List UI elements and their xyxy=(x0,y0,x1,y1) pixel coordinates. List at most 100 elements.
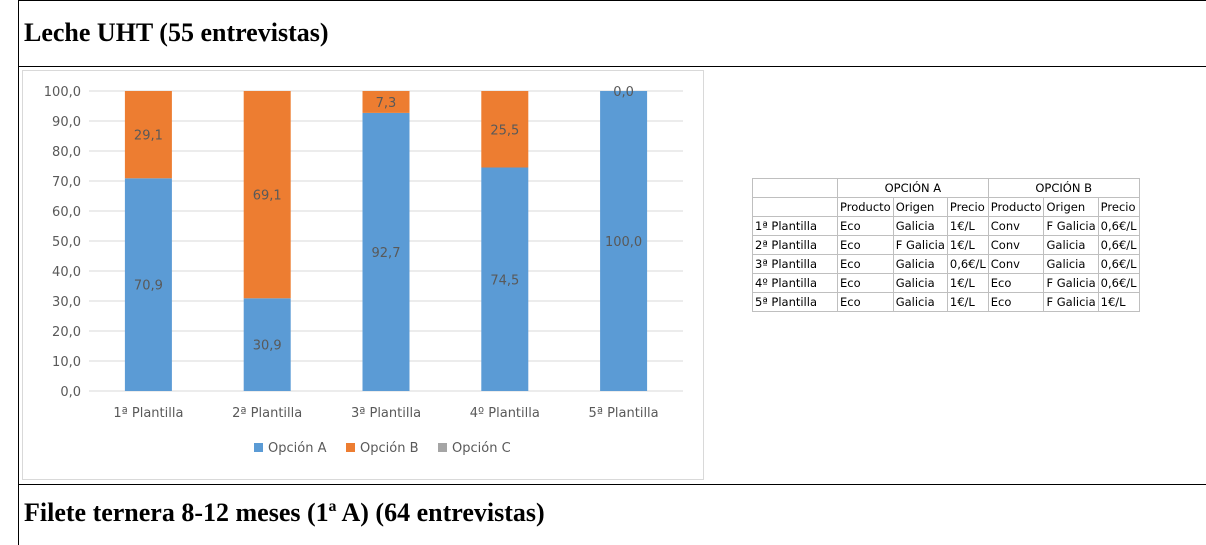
table-row: 1ª Plantilla Eco Galicia 1€/L Conv F Gal… xyxy=(752,216,1140,236)
table-cell: 1ª Plantilla xyxy=(752,216,838,236)
y-tick-label: 70,0 xyxy=(52,175,81,190)
table-cell: Eco xyxy=(837,254,894,274)
data-label: 100,0 xyxy=(605,235,642,250)
section-rule xyxy=(18,484,1206,485)
table-cell: Eco xyxy=(837,273,894,293)
x-tick-label: 2ª Plantilla xyxy=(232,406,302,421)
table-header-cell: Producto xyxy=(987,197,1045,217)
table-cell: Eco xyxy=(837,235,894,255)
table-cell: Eco xyxy=(837,216,894,236)
table-row: 2ª Plantilla Eco F Galicia 1€/L Conv Gal… xyxy=(752,235,1140,255)
legend-swatch xyxy=(254,443,263,452)
y-tick-label: 50,0 xyxy=(52,235,81,250)
legend-label: Opción B xyxy=(360,441,419,456)
table-cell: Conv xyxy=(987,235,1045,255)
bar-segment xyxy=(124,178,172,391)
heading-rule xyxy=(18,66,1206,67)
data-label: 29,1 xyxy=(134,129,163,144)
group-header-opcion-b: OPCIÓN B xyxy=(987,178,1140,198)
bar-segment xyxy=(600,91,648,391)
y-tick-label: 40,0 xyxy=(52,265,81,280)
table-row: 4º Plantilla Eco Galicia 1€/L Eco F Gali… xyxy=(752,273,1140,293)
chart-container: 0,0 10,0 20,0 30,0 40,0 50,0 60,0 70,0 80,0 90,0 1… xyxy=(22,70,704,480)
table-cell: 0,6€/L xyxy=(1097,216,1140,236)
data-label: 74,5 xyxy=(490,273,519,288)
table-cell: 1€/L xyxy=(1097,292,1140,312)
stacked-bar-chart: 0,0 10,0 20,0 30,0 40,0 50,0 60,0 70,0 80,0 90,0 1… xyxy=(44,85,683,456)
y-tick-label: 20,0 xyxy=(52,325,81,340)
table-cell: Galicia xyxy=(1043,254,1099,274)
table-cell: 2ª Plantilla xyxy=(752,235,838,255)
bar-segment xyxy=(481,91,529,168)
bar-segment xyxy=(243,298,291,391)
table-header-cell: Precio xyxy=(1097,197,1140,217)
table-cell: Eco xyxy=(837,292,894,312)
bar-segment xyxy=(481,167,529,391)
data-label: 30,9 xyxy=(253,339,282,354)
document-frame xyxy=(18,0,1206,545)
data-label: 7,3 xyxy=(376,96,397,111)
bar-segment xyxy=(243,91,291,299)
bar-segment xyxy=(124,91,172,179)
table-cell: F Galicia xyxy=(1043,216,1099,236)
data-label: 69,1 xyxy=(253,189,282,204)
table-row: 3ª Plantilla Eco Galicia 0,6€/L Conv Gal… xyxy=(752,254,1140,274)
table-cell: Galicia xyxy=(892,273,948,293)
data-label: 92,7 xyxy=(372,246,401,261)
x-tick-label: 4º Plantilla xyxy=(470,406,540,421)
y-tick-label: 30,0 xyxy=(52,295,81,310)
x-tick-label: 3ª Plantilla xyxy=(351,406,421,421)
table-header-cell: Producto xyxy=(837,197,894,217)
data-label: 0,0 xyxy=(613,85,634,100)
table-cell: Conv xyxy=(987,254,1045,274)
table-header-cell: Origen xyxy=(892,197,948,217)
table-cell: 1€/L xyxy=(946,235,989,255)
top-rule xyxy=(18,0,1206,1)
data-label: 70,9 xyxy=(134,279,163,294)
table-cell: Galicia xyxy=(892,254,948,274)
table-row: 5ª Plantilla Eco Galicia 1€/L Eco F Gali… xyxy=(752,292,1140,312)
table-cell: 0,6€/L xyxy=(946,254,989,274)
table-cell: 0,6€/L xyxy=(1097,254,1140,274)
table-cell: 0,6€/L xyxy=(1097,273,1140,293)
table-cell: 1€/L xyxy=(946,273,989,293)
y-tick-label: 80,0 xyxy=(52,145,81,160)
table-cell: F Galicia xyxy=(1043,292,1099,312)
section-heading-filete: Filete ternera 8-12 meses (1ª A) (64 ent… xyxy=(24,498,545,527)
legend-label: Opción A xyxy=(268,441,327,456)
table-sub-header-row: Producto Origen Precio Producto Origen P… xyxy=(752,197,1140,217)
table-cell: 1€/L xyxy=(946,292,989,312)
y-tick-label: 10,0 xyxy=(52,355,81,370)
legend-swatch xyxy=(346,443,355,452)
options-table: OPCIÓN A OPCIÓN B Producto Origen Precio… xyxy=(752,178,1140,312)
x-tick-label: 1ª Plantilla xyxy=(113,406,183,421)
group-header-opcion-a: OPCIÓN A xyxy=(837,178,989,198)
x-tick-label: 5ª Plantilla xyxy=(589,406,659,421)
section-heading-leche: Leche UHT (55 entrevistas) xyxy=(24,18,329,47)
table-cell: 1€/L xyxy=(946,216,989,236)
table-cell: F Galicia xyxy=(892,235,948,255)
table-cell: Conv xyxy=(987,216,1045,236)
table-cell: 3ª Plantilla xyxy=(752,254,838,274)
table-cell: 5ª Plantilla xyxy=(752,292,838,312)
table-cell: Eco xyxy=(987,273,1045,293)
table-cell: 0,6€/L xyxy=(1097,235,1140,255)
table-cell: Galicia xyxy=(1043,235,1099,255)
table-header-cell: Precio xyxy=(946,197,989,217)
y-tick-label: 0,0 xyxy=(60,385,81,400)
bar-segment xyxy=(362,112,410,392)
y-tick-label: 100,0 xyxy=(44,85,81,100)
table-cell: F Galicia xyxy=(1043,273,1099,293)
y-tick-label: 90,0 xyxy=(52,115,81,130)
legend-swatch xyxy=(438,443,447,452)
data-label: 25,5 xyxy=(490,123,519,138)
table-cell: Eco xyxy=(987,292,1045,312)
legend-label: Opción C xyxy=(452,441,511,456)
table-header-cell xyxy=(752,197,838,217)
y-tick-label: 60,0 xyxy=(52,205,81,220)
table-cell: 4º Plantilla xyxy=(752,273,838,293)
table-cell: Galicia xyxy=(892,216,948,236)
table-corner xyxy=(752,178,838,198)
table-group-header-row: OPCIÓN A OPCIÓN B xyxy=(752,178,1140,198)
table-cell: Galicia xyxy=(892,292,948,312)
